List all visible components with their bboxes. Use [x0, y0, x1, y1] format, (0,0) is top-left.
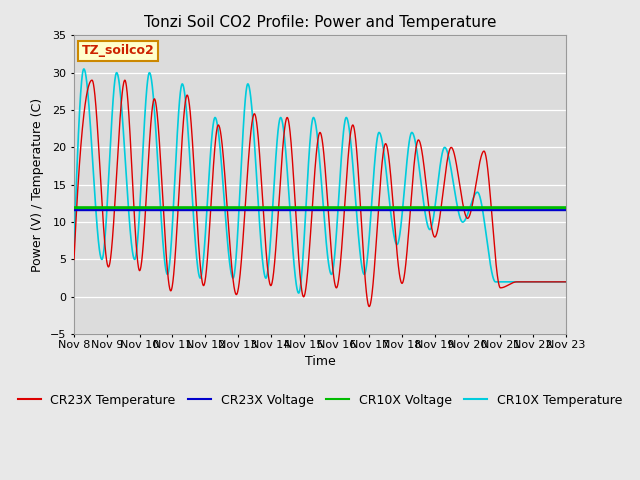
Y-axis label: Power (V) / Temperature (C): Power (V) / Temperature (C) [31, 98, 44, 272]
Title: Tonzi Soil CO2 Profile: Power and Temperature: Tonzi Soil CO2 Profile: Power and Temper… [144, 15, 496, 30]
Text: TZ_soilco2: TZ_soilco2 [81, 44, 154, 57]
Legend: CR23X Temperature, CR23X Voltage, CR10X Voltage, CR10X Temperature: CR23X Temperature, CR23X Voltage, CR10X … [13, 389, 627, 411]
X-axis label: Time: Time [305, 355, 335, 368]
